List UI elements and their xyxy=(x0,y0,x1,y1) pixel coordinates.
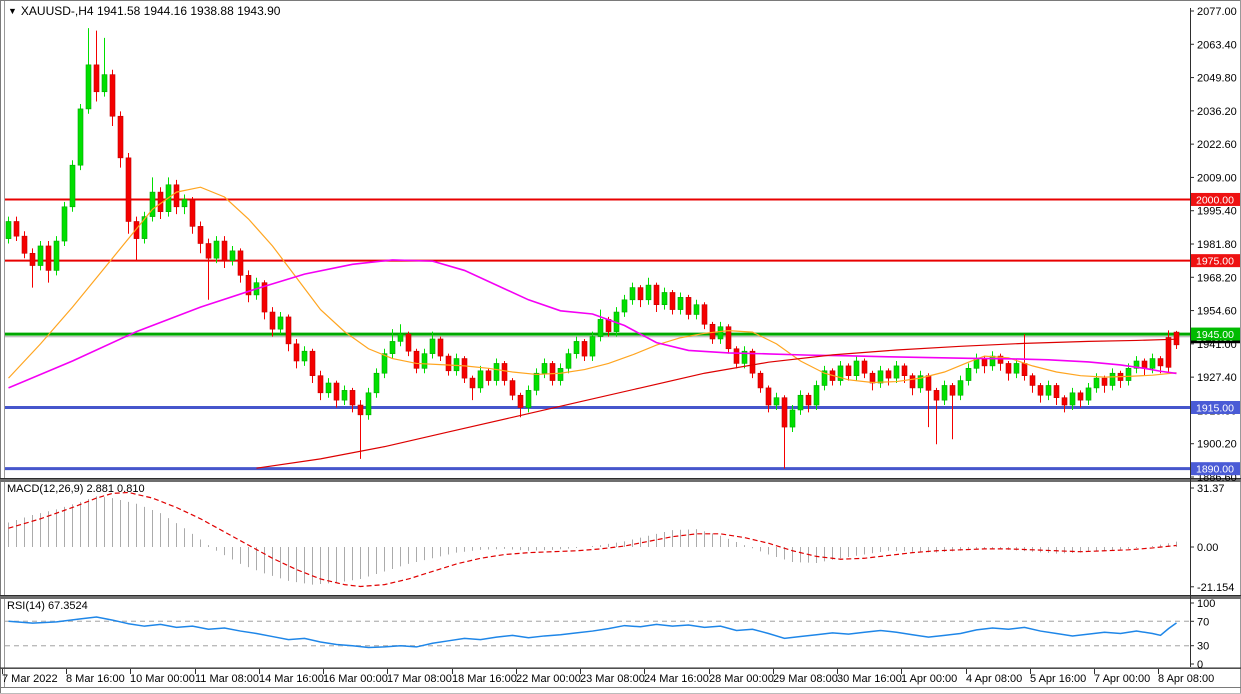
svg-text:1945.00: 1945.00 xyxy=(1196,329,1234,341)
svg-text:1915.00: 1915.00 xyxy=(1196,402,1234,414)
svg-text:8 Apr 08:00: 8 Apr 08:00 xyxy=(1158,673,1214,685)
svg-text:31.37: 31.37 xyxy=(1197,483,1225,495)
ohlc-values: 1941.58 1944.16 1938.88 1943.90 xyxy=(93,4,281,18)
svg-text:23 Mar 08:00: 23 Mar 08:00 xyxy=(580,673,645,685)
svg-text:10 Mar 00:00: 10 Mar 00:00 xyxy=(130,673,195,685)
svg-text:1900.20: 1900.20 xyxy=(1197,439,1237,451)
svg-text:24 Mar 16:00: 24 Mar 16:00 xyxy=(644,673,709,685)
svg-text:7 Mar 2022: 7 Mar 2022 xyxy=(2,673,58,685)
svg-text:29 Mar 08:00: 29 Mar 08:00 xyxy=(773,673,838,685)
svg-text:5 Apr 16:00: 5 Apr 16:00 xyxy=(1030,673,1086,685)
svg-text:0.00: 0.00 xyxy=(1197,542,1218,554)
horizontal-levels xyxy=(5,198,1190,471)
rsi-levels xyxy=(5,620,1190,647)
svg-text:2077.00: 2077.00 xyxy=(1197,6,1237,18)
svg-text:2049.80: 2049.80 xyxy=(1197,73,1237,85)
svg-text:2036.20: 2036.20 xyxy=(1197,106,1237,118)
macd-indicator-label: MACD(12,26,9) 2.881 0.810 xyxy=(7,483,145,495)
svg-text:16 Mar 00:00: 16 Mar 00:00 xyxy=(323,673,388,685)
svg-text:-21.154: -21.154 xyxy=(1197,582,1234,594)
rsi-line xyxy=(8,616,1177,649)
ma-fast-line xyxy=(8,186,1177,384)
macd-signal-line xyxy=(8,491,1177,588)
symbol-period-label: XAUUSD-,H4 xyxy=(20,4,94,18)
pane-separators[interactable] xyxy=(0,478,1241,669)
svg-text:28 Mar 00:00: 28 Mar 00:00 xyxy=(709,673,774,685)
ma-mid-line xyxy=(8,259,1177,389)
svg-text:2009.00: 2009.00 xyxy=(1197,172,1237,184)
svg-text:2063.40: 2063.40 xyxy=(1197,39,1237,51)
svg-text:8 Mar 16:00: 8 Mar 16:00 xyxy=(66,673,125,685)
svg-text:30 Mar 16:00: 30 Mar 16:00 xyxy=(837,673,902,685)
svg-text:1968.20: 1968.20 xyxy=(1197,272,1237,284)
ma-slow-trendline xyxy=(256,338,1177,469)
svg-text:1995.40: 1995.40 xyxy=(1197,206,1237,218)
price-axis[interactable]: 2077.00 2063.40 2049.80 2036.20 2022.60 2009.… xyxy=(1190,6,1237,667)
svg-text:11 Mar 08:00: 11 Mar 08:00 xyxy=(195,673,259,685)
rsi-indicator-label: RSI(14) 67.3524 xyxy=(7,600,88,612)
candles-layer xyxy=(5,28,1180,469)
svg-text:4 Apr 08:00: 4 Apr 08:00 xyxy=(966,673,1022,685)
svg-text:17 Mar 08:00: 17 Mar 08:00 xyxy=(387,673,452,685)
svg-text:0: 0 xyxy=(1197,659,1203,671)
svg-text:100: 100 xyxy=(1197,598,1215,610)
svg-text:2000.00: 2000.00 xyxy=(1196,194,1234,206)
svg-text:22 Mar 00:00: 22 Mar 00:00 xyxy=(516,673,581,685)
svg-text:30: 30 xyxy=(1197,641,1209,653)
price-badges: 1943.902000.001975.001945.001915.001890.… xyxy=(1191,192,1240,476)
svg-text:18 Mar 16:00: 18 Mar 16:00 xyxy=(452,673,517,685)
svg-text:1981.80: 1981.80 xyxy=(1197,239,1237,251)
svg-text:1927.40: 1927.40 xyxy=(1197,372,1237,384)
collapse-triangle-icon[interactable]: ▼ xyxy=(8,6,17,16)
svg-text:1954.60: 1954.60 xyxy=(1197,306,1237,318)
chart-title: ▼ XAUUSD-,H4 1941.58 1944.16 1938.88 1943… xyxy=(8,4,280,18)
indicator-axes[interactable]: 31.37 0.00 -21.154 100 70 30 0 xyxy=(1190,483,1234,671)
svg-text:1 Apr 00:00: 1 Apr 00:00 xyxy=(901,673,957,685)
svg-text:2022.60: 2022.60 xyxy=(1197,139,1237,151)
svg-text:1890.00: 1890.00 xyxy=(1196,464,1234,476)
svg-text:70: 70 xyxy=(1197,616,1209,628)
svg-text:1975.00: 1975.00 xyxy=(1196,256,1234,268)
svg-text:14 Mar 16:00: 14 Mar 16:00 xyxy=(259,673,324,685)
macd-histogram xyxy=(8,496,1177,585)
svg-text:7 Apr 00:00: 7 Apr 00:00 xyxy=(1094,673,1150,685)
time-axis[interactable]: 7 Mar 2022 8 Mar 16:00 10 Mar 00:00 11 Mar … xyxy=(2,669,1214,685)
